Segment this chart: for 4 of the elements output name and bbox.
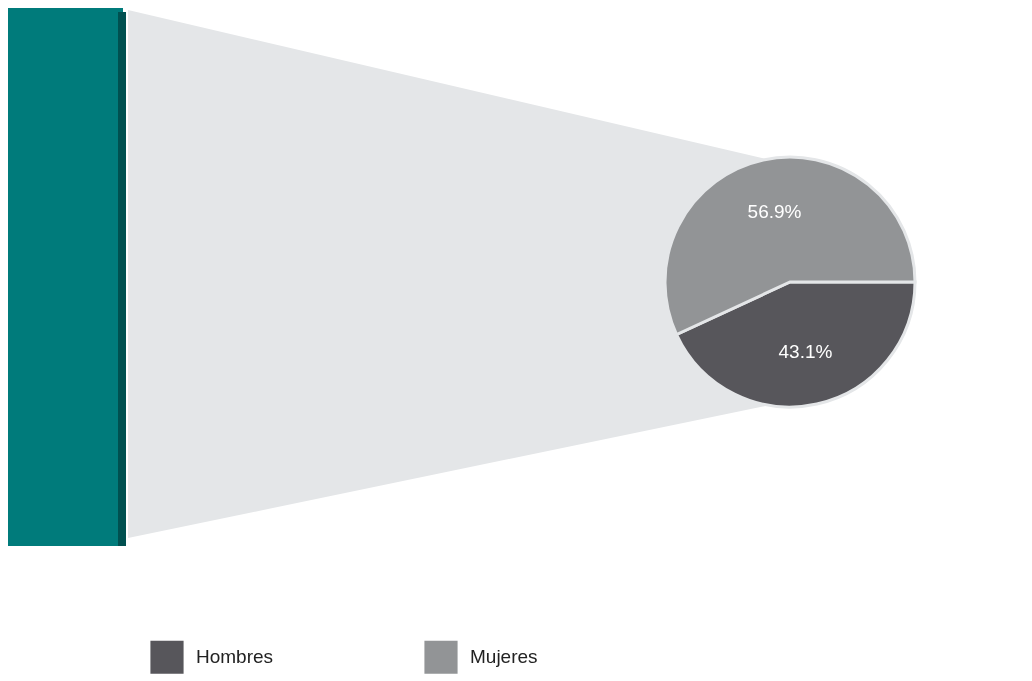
data-label: 43.1% xyxy=(778,341,833,363)
data-label: 56.9% xyxy=(747,200,802,222)
legend-label: Hombres xyxy=(196,646,274,668)
legend-label: Mujeres xyxy=(470,646,538,668)
